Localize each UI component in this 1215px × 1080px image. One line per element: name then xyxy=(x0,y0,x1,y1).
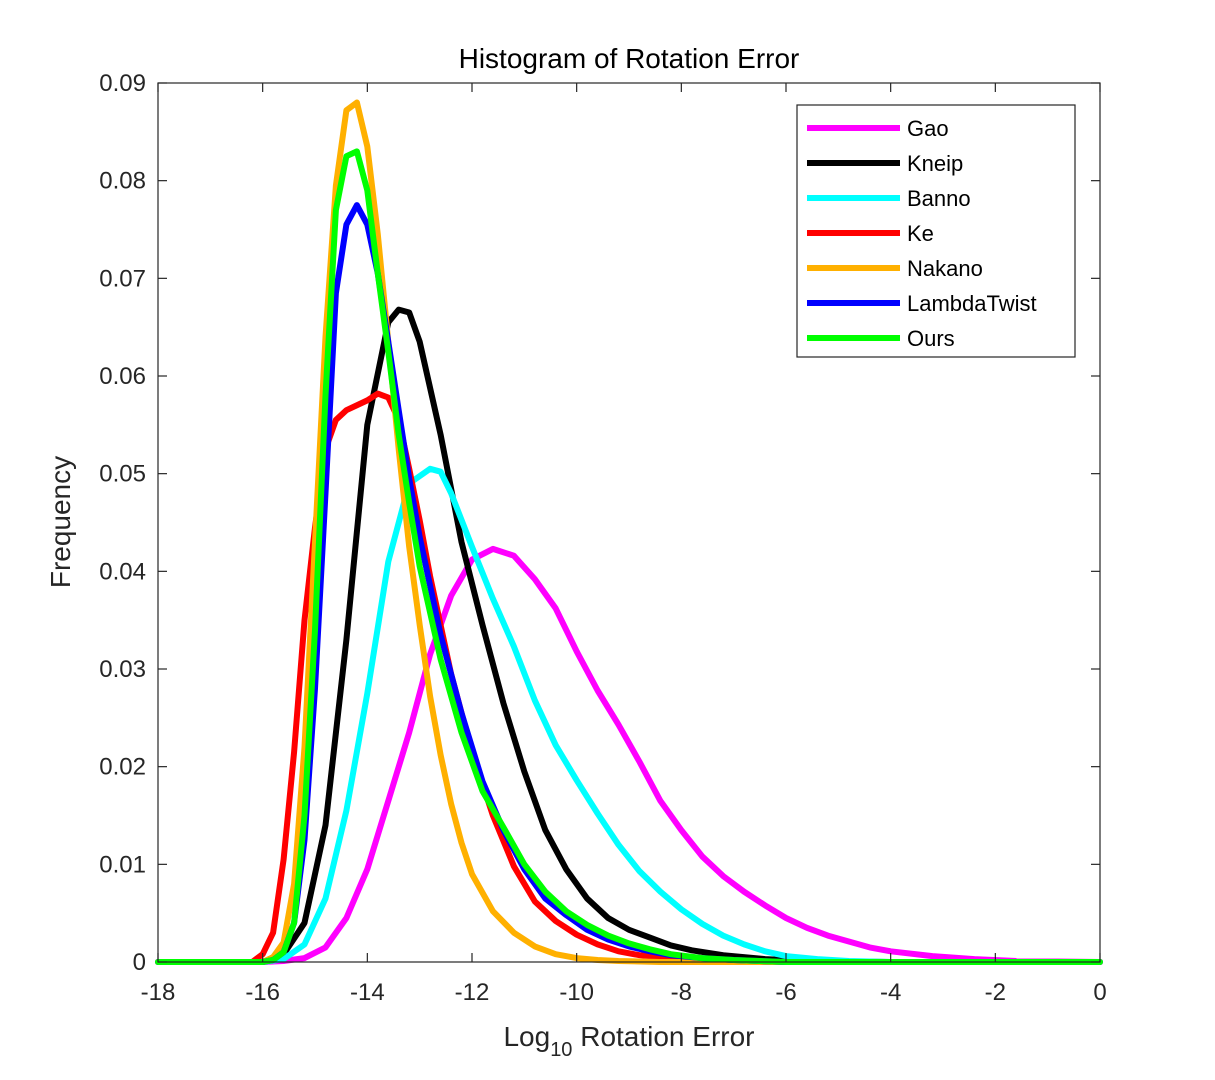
plot-frame xyxy=(157,82,1101,963)
x-axis-title-subscript: 10 xyxy=(550,1039,572,1061)
x-tick-label: -10 xyxy=(559,979,594,1006)
series-lines xyxy=(155,99,1103,965)
x-axis-title-rest: Rotation Error xyxy=(572,1021,754,1052)
y-tick-label: 0.09 xyxy=(99,70,146,97)
y-tick-label: 0.05 xyxy=(99,461,146,488)
x-axis: -18 -16 -14 -12 -10 -8 -6 -4 -2 0 xyxy=(141,83,1107,1006)
x-tick-label: -8 xyxy=(671,979,692,1006)
legend: Gao Kneip Banno Ke Nakano LambdaTwist Ours xyxy=(796,104,1076,358)
y-tick-label: 0.01 xyxy=(99,851,146,878)
x-tick-label: 0 xyxy=(1093,979,1106,1006)
legend-label-banno: Banno xyxy=(907,186,971,211)
y-tick-label: 0.07 xyxy=(99,265,146,292)
x-tick-label: -16 xyxy=(245,979,280,1006)
y-axis-title: Frequency xyxy=(45,456,76,588)
legend-label-gao: Gao xyxy=(907,116,949,141)
legend-label-kneip: Kneip xyxy=(907,151,963,176)
x-tick-label: -2 xyxy=(985,979,1006,1006)
series-line-ours xyxy=(155,148,1103,965)
y-tick-label: 0.06 xyxy=(99,363,146,390)
y-tick-label: 0.02 xyxy=(99,754,146,781)
series-line-kneip xyxy=(155,306,1103,965)
x-tick-label: -18 xyxy=(141,979,176,1006)
y-tick-label: 0 xyxy=(133,949,146,976)
series-line-nakano xyxy=(155,99,1103,965)
y-tick-label: 0.08 xyxy=(99,168,146,195)
x-tick-label: -4 xyxy=(880,979,901,1006)
y-tick-label: 0.04 xyxy=(99,558,146,585)
legend-label-ours: Ours xyxy=(907,326,955,351)
x-tick-label: -6 xyxy=(775,979,796,1006)
x-axis-title: Log10 Rotation Error xyxy=(503,1021,754,1061)
legend-label-lambdatwist: LambdaTwist xyxy=(907,291,1037,316)
x-tick-label: -14 xyxy=(350,979,385,1006)
series-line-gao xyxy=(155,545,1103,965)
legend-label-ke: Ke xyxy=(907,221,934,246)
x-axis-title-main: Log xyxy=(503,1021,550,1052)
y-tick-label: 0.03 xyxy=(99,656,146,683)
chart-title: Histogram of Rotation Error xyxy=(459,43,800,74)
legend-label-nakano: Nakano xyxy=(907,256,983,281)
x-tick-label: -12 xyxy=(455,979,490,1006)
series-line-banno xyxy=(155,465,1103,965)
y-axis: 0 0.01 0.02 0.03 0.04 0.05 0.06 0.07 0.08 0.09 xyxy=(99,70,1100,976)
